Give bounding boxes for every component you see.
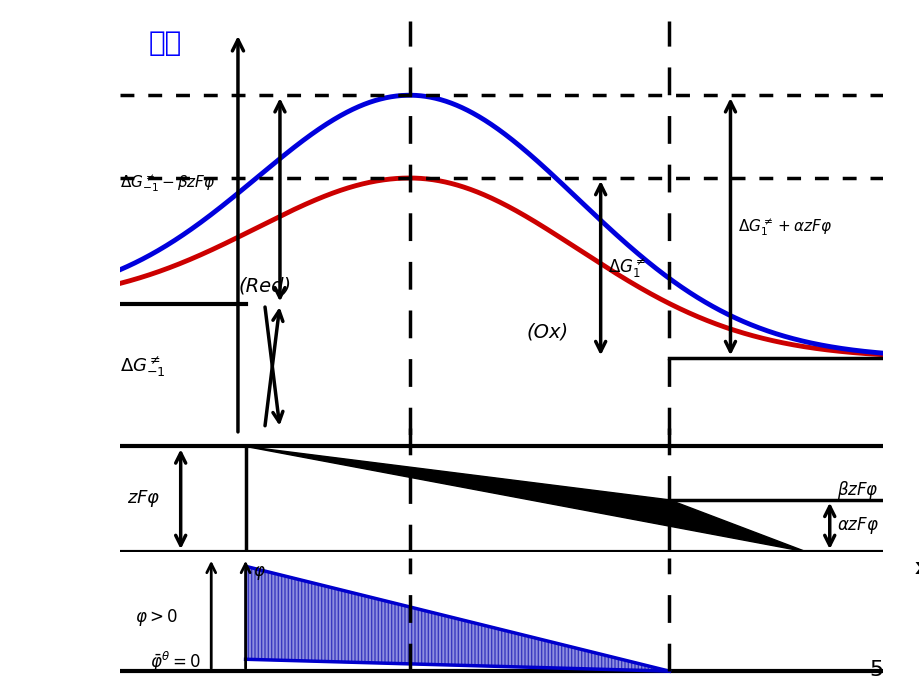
- Text: 5: 5: [868, 660, 882, 680]
- Text: $zF\varphi$: $zF\varphi$: [127, 488, 161, 509]
- Text: $\Delta G_1^{\neq}$: $\Delta G_1^{\neq}$: [607, 256, 646, 280]
- Text: $\varphi$: $\varphi$: [253, 564, 266, 582]
- Text: $\varphi>0$: $\varphi>0$: [135, 607, 177, 628]
- Text: (Red): (Red): [238, 277, 291, 296]
- Text: 能量: 能量: [149, 29, 182, 57]
- Text: $\mathbf{x}$: $\mathbf{x}$: [913, 558, 919, 578]
- Polygon shape: [245, 446, 806, 552]
- Text: (Ox): (Ox): [526, 322, 568, 342]
- Text: $\bar{\varphi}^{\theta}=0$: $\bar{\varphi}^{\theta}=0$: [150, 649, 200, 674]
- Text: $\Delta G_{-1}^{\neq}-\beta zF\varphi$: $\Delta G_{-1}^{\neq}-\beta zF\varphi$: [119, 172, 215, 194]
- Text: $\alpha zF\varphi$: $\alpha zF\varphi$: [836, 515, 879, 536]
- Text: $\Delta G_{-1}^{\neq}$: $\Delta G_{-1}^{\neq}$: [119, 354, 165, 379]
- Text: $\beta zF\varphi$: $\beta zF\varphi$: [836, 479, 879, 501]
- Text: $\Delta G_1^{\neq}+\alpha zF\varphi$: $\Delta G_1^{\neq}+\alpha zF\varphi$: [737, 216, 832, 237]
